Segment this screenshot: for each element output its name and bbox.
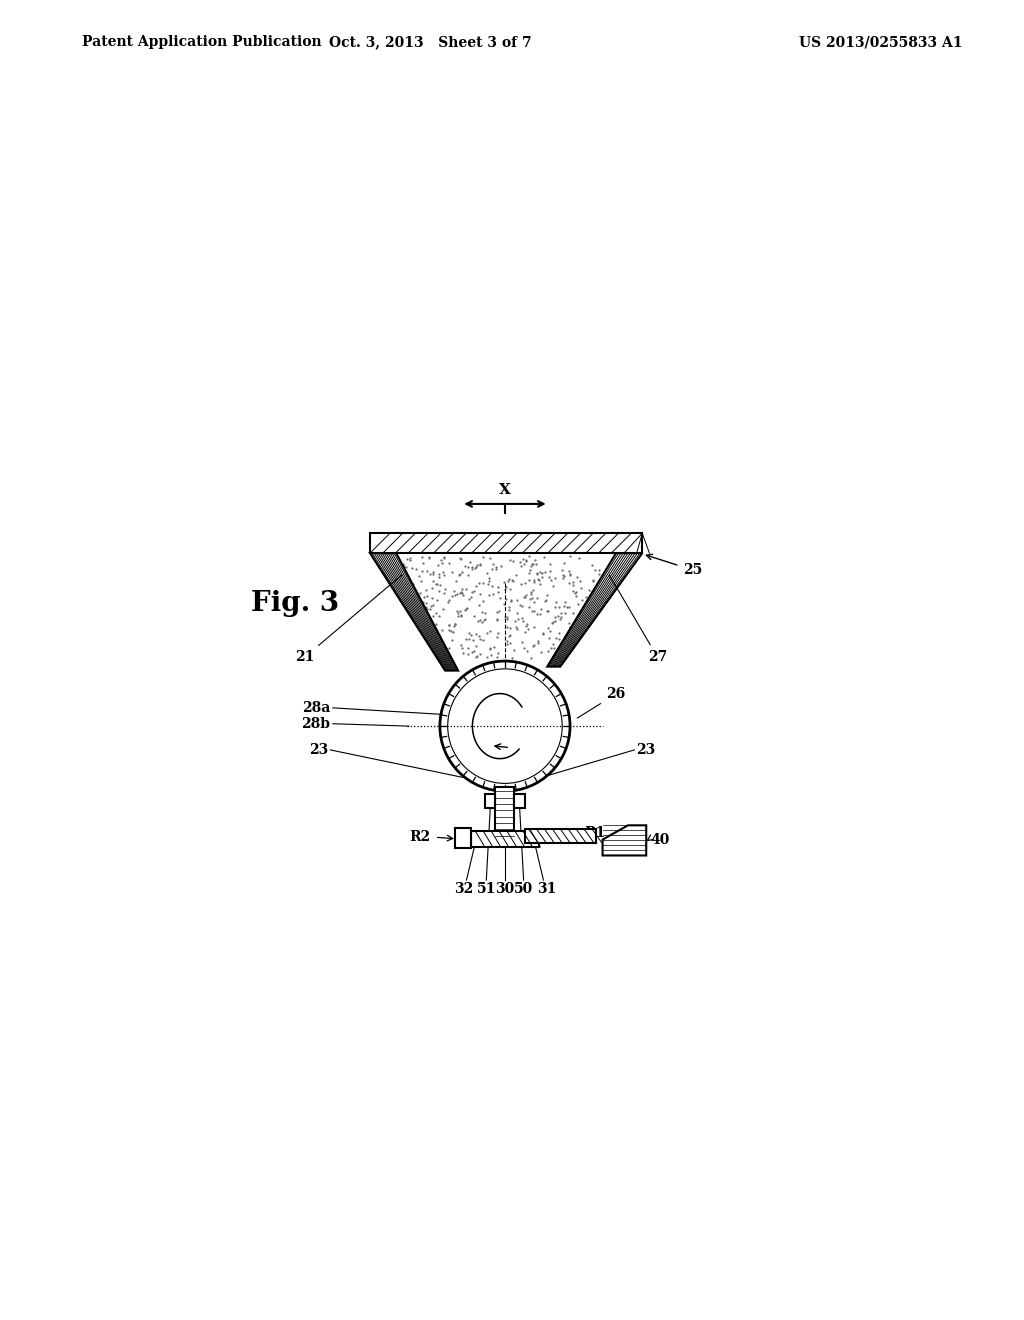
Text: 28b: 28b — [301, 717, 331, 731]
Text: US 2013/0255833 A1: US 2013/0255833 A1 — [799, 36, 963, 49]
Text: E: E — [508, 685, 518, 700]
Bar — [456, 829, 471, 847]
Bar — [496, 787, 514, 838]
Text: 40: 40 — [650, 833, 670, 846]
Circle shape — [440, 661, 570, 791]
Text: F: F — [508, 755, 518, 770]
Text: 26: 26 — [578, 688, 625, 718]
Text: B: B — [519, 723, 530, 737]
Text: 28a: 28a — [302, 701, 331, 715]
Bar — [514, 793, 525, 808]
Text: 23: 23 — [636, 743, 655, 756]
Bar — [524, 829, 596, 842]
Bar — [471, 830, 539, 846]
Text: Patent Application Publication: Patent Application Publication — [82, 36, 322, 49]
Text: 51: 51 — [476, 883, 496, 896]
Text: 23: 23 — [309, 743, 328, 756]
Text: 50: 50 — [514, 883, 534, 896]
Text: X: X — [499, 483, 511, 496]
Bar — [485, 793, 496, 808]
Text: R1: R1 — [585, 826, 605, 841]
Text: 32: 32 — [454, 883, 473, 896]
Text: 31: 31 — [537, 883, 556, 896]
Text: Fig. 3: Fig. 3 — [251, 590, 339, 616]
Polygon shape — [370, 553, 458, 671]
Text: 25: 25 — [684, 562, 702, 577]
Text: Oct. 3, 2013   Sheet 3 of 7: Oct. 3, 2013 Sheet 3 of 7 — [329, 36, 531, 49]
Circle shape — [447, 669, 562, 783]
Bar — [370, 533, 642, 553]
Text: 30: 30 — [496, 883, 515, 896]
Text: R2: R2 — [409, 830, 430, 845]
Polygon shape — [602, 825, 646, 855]
Text: 27: 27 — [609, 576, 667, 664]
Text: 21: 21 — [295, 574, 402, 664]
Polygon shape — [547, 553, 642, 667]
